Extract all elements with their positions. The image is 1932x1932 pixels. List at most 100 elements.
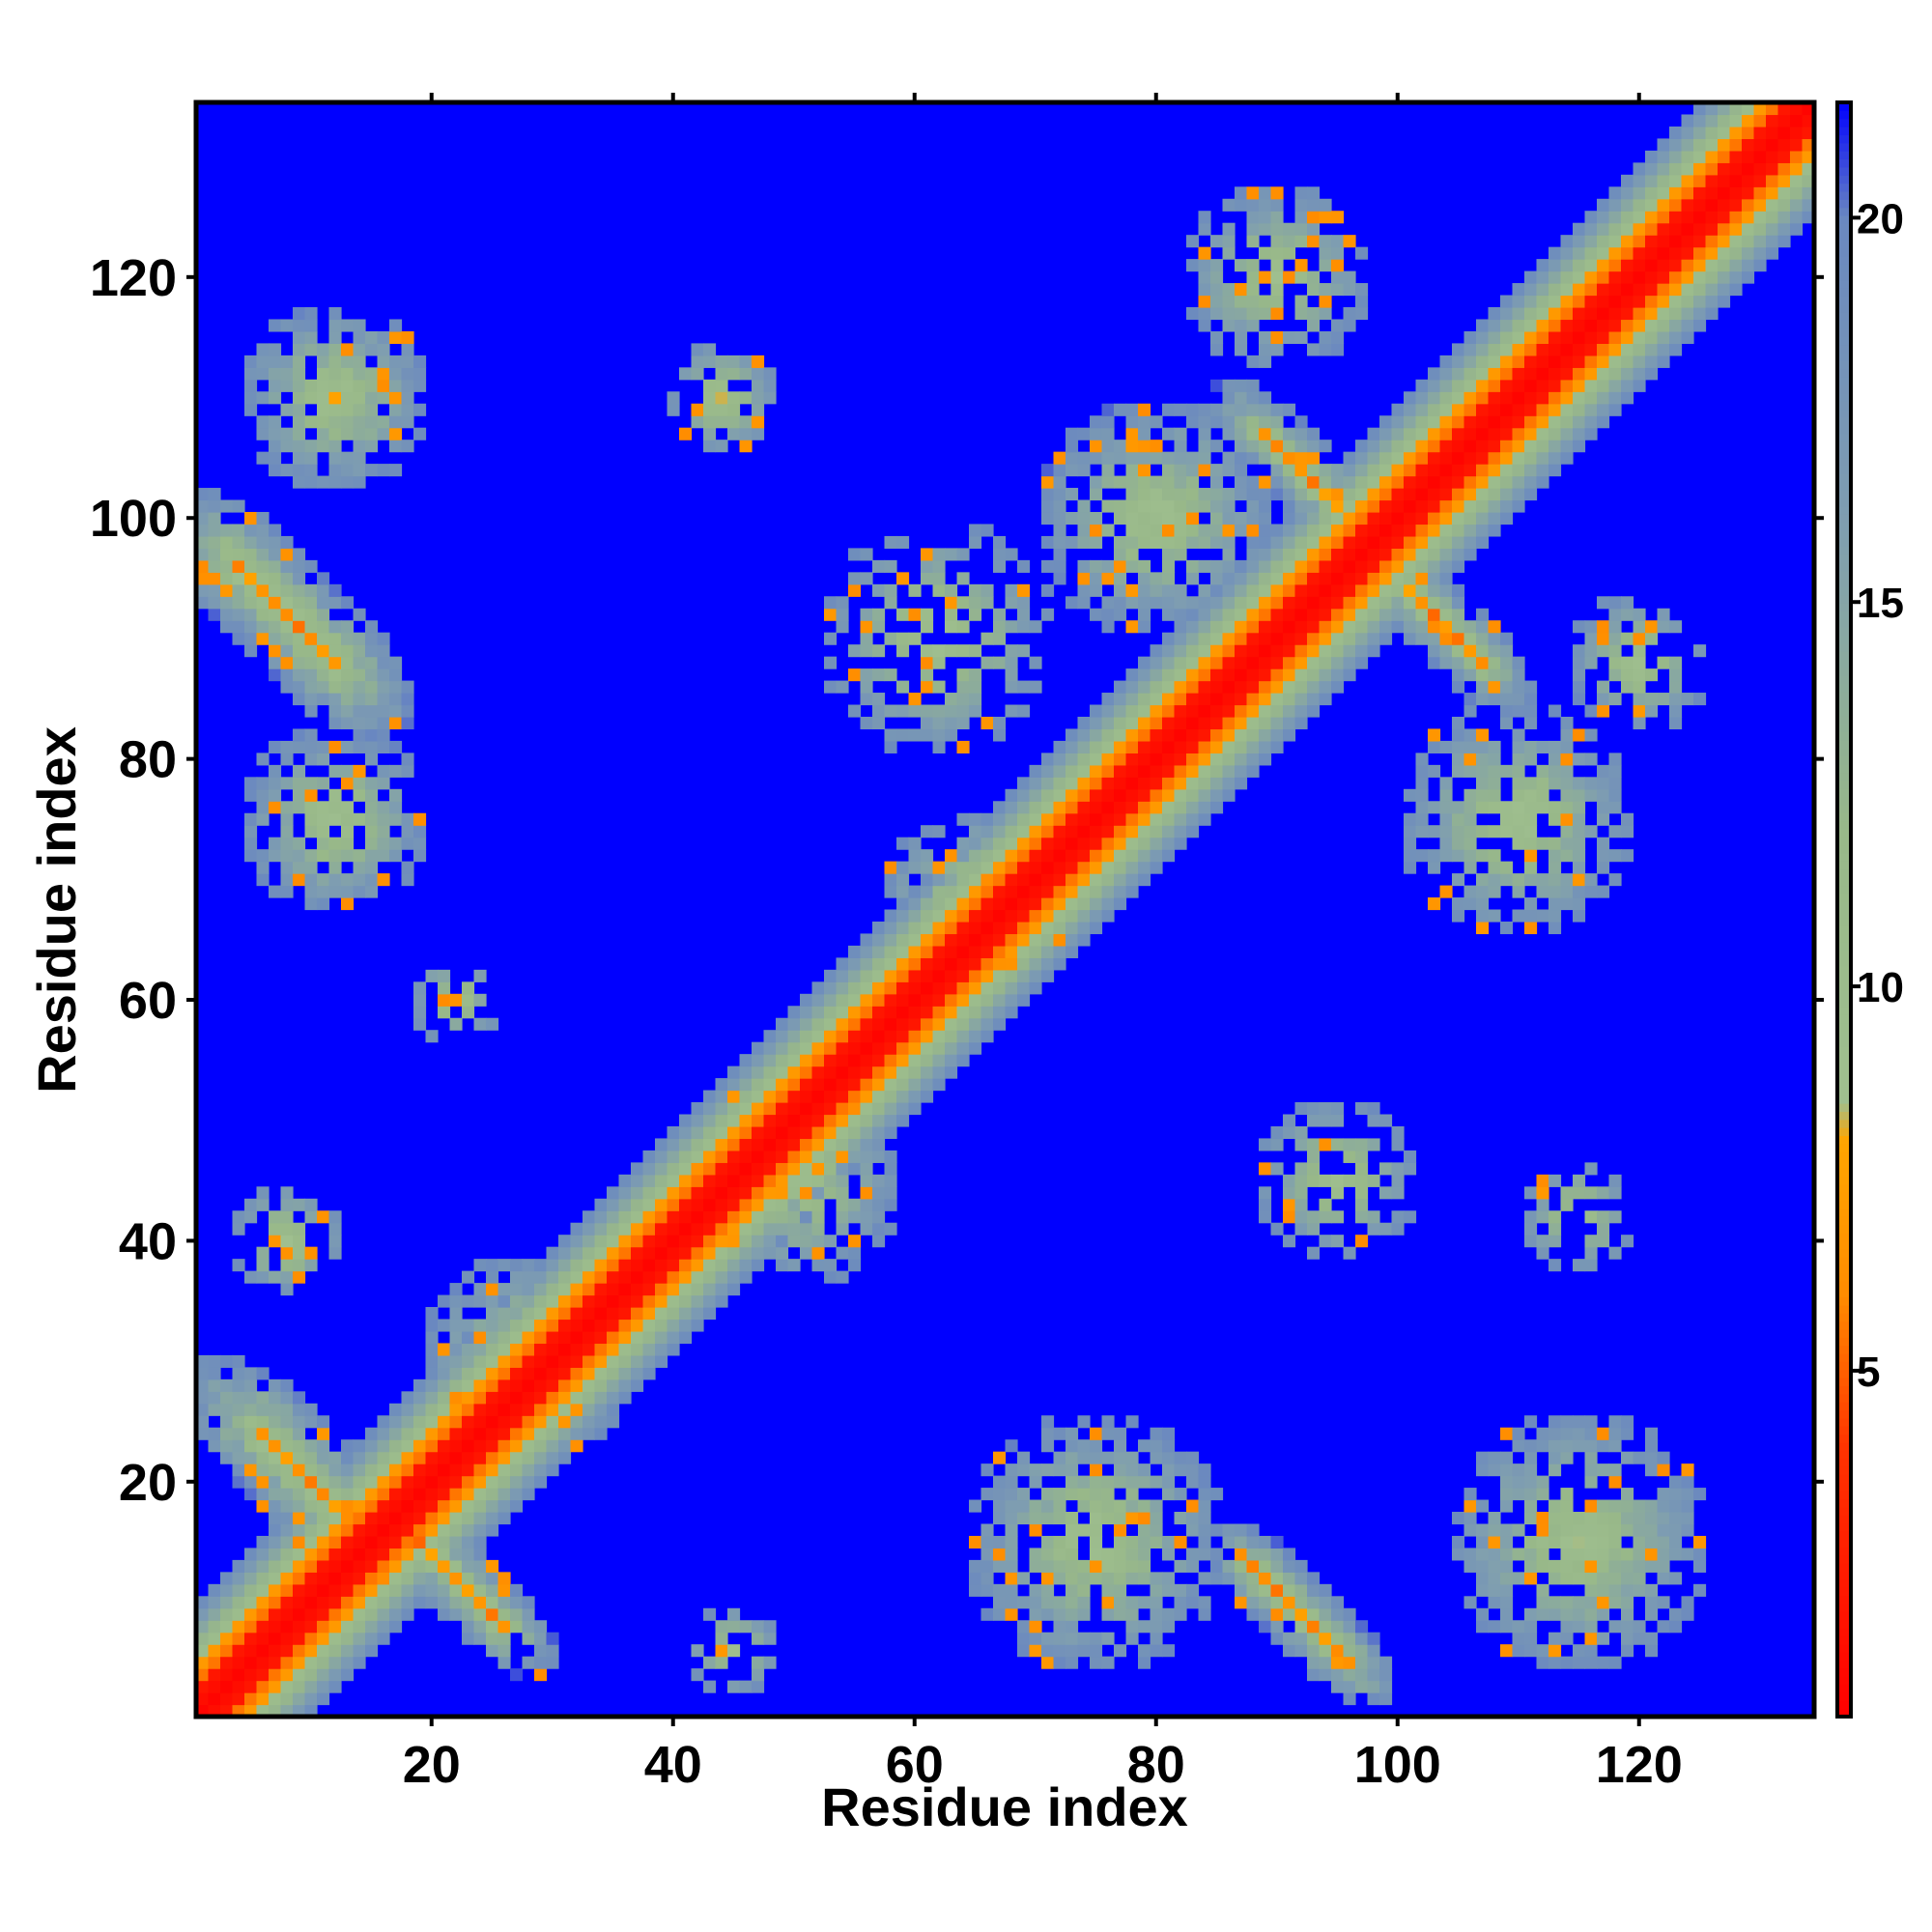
heatmap-cell	[1343, 583, 1356, 597]
heatmap-cell	[510, 1343, 524, 1356]
heatmap-cell	[328, 788, 342, 802]
heatmap-cell	[1524, 440, 1538, 453]
heatmap-cell	[522, 1378, 535, 1392]
heatmap-cell	[1114, 1607, 1127, 1621]
heatmap-cell	[1391, 475, 1405, 489]
colorbar-segment	[1837, 1563, 1851, 1573]
heatmap-cell	[1125, 1620, 1139, 1634]
heatmap-cell	[631, 1307, 644, 1321]
heatmap-cell	[1186, 1583, 1200, 1597]
heatmap-cell	[1584, 1439, 1598, 1453]
heatmap-cell	[256, 777, 270, 790]
colorbar-segment	[1837, 1691, 1851, 1701]
heatmap-cell	[607, 1403, 620, 1416]
heatmap-cell	[497, 1378, 511, 1392]
heatmap-cell	[304, 1596, 318, 1609]
heatmap-cell	[703, 440, 717, 453]
heatmap-cell	[1621, 1451, 1634, 1464]
heatmap-cell	[244, 1378, 258, 1392]
heatmap-cell	[1560, 764, 1574, 778]
heatmap-cell	[1355, 535, 1369, 549]
heatmap-cell	[594, 1330, 608, 1345]
heatmap-cell	[1379, 1114, 1393, 1127]
heatmap-cell	[1307, 548, 1321, 561]
heatmap-cell	[1404, 837, 1417, 850]
heatmap-cell	[1198, 1463, 1211, 1477]
heatmap-cell	[486, 1583, 499, 1597]
heatmap-cell	[1379, 415, 1393, 429]
heatmap-cell	[1150, 1439, 1163, 1453]
heatmap-cell	[1536, 451, 1549, 465]
heatmap-cell	[1560, 1572, 1574, 1585]
heatmap-cell	[1439, 644, 1453, 658]
heatmap-cell	[413, 427, 427, 440]
heatmap-cell	[328, 306, 342, 321]
heatmap-cell	[462, 1463, 475, 1477]
heatmap-cell	[1222, 488, 1236, 501]
heatmap-cell	[1270, 1572, 1284, 1585]
heatmap-cell	[1524, 837, 1538, 850]
heatmap-cell	[1766, 174, 1779, 187]
heatmap-cell	[1017, 596, 1031, 610]
heatmap-cell	[715, 1222, 728, 1236]
heatmap-cell	[438, 969, 451, 982]
heatmap-cell	[1029, 921, 1042, 935]
heatmap-cell	[546, 1330, 559, 1345]
heatmap-cell	[1041, 861, 1055, 874]
heatmap-cell	[510, 1319, 524, 1332]
heatmap-cell	[1524, 897, 1538, 911]
heatmap-cell	[932, 740, 946, 753]
heatmap-cell	[1210, 693, 1224, 706]
heatmap-cell	[1379, 608, 1393, 621]
heatmap-cell	[534, 1343, 548, 1356]
heatmap-cell	[1404, 524, 1417, 537]
heatmap-cell	[1645, 235, 1659, 248]
heatmap-cell	[1428, 451, 1441, 465]
heatmap-cell	[1077, 777, 1091, 790]
heatmap-cell	[655, 1162, 668, 1176]
heatmap-cell	[1669, 270, 1683, 284]
heatmap-cell	[1428, 440, 1441, 453]
heatmap-cell	[1718, 295, 1731, 308]
heatmap-cell	[317, 825, 330, 838]
heatmap-cell	[1584, 1210, 1598, 1224]
heatmap-cell	[642, 1174, 656, 1187]
heatmap-cell	[1608, 1512, 1622, 1525]
heatmap-cell	[280, 825, 294, 838]
heatmap-cell	[1597, 1548, 1610, 1561]
heatmap-cell	[1355, 548, 1369, 561]
heatmap-cell	[1210, 801, 1224, 814]
heatmap-cell	[836, 957, 849, 971]
heatmap-cell	[1294, 1162, 1308, 1176]
heatmap-cell	[896, 873, 910, 887]
heatmap-cell	[293, 1270, 306, 1284]
heatmap-cell	[1235, 632, 1248, 645]
heatmap-cell	[1235, 488, 1248, 501]
heatmap-cell	[1500, 873, 1514, 887]
heatmap-cell	[1162, 693, 1176, 706]
heatmap-cell	[317, 1463, 330, 1477]
heatmap-cell	[1573, 1572, 1586, 1585]
heatmap-cell	[1174, 1583, 1187, 1597]
heatmap-cell	[1294, 1102, 1308, 1116]
heatmap-cell	[1608, 1475, 1622, 1489]
heatmap-cell	[1222, 222, 1236, 236]
heatmap-cell	[1463, 1499, 1477, 1513]
heatmap-cell	[872, 1041, 886, 1055]
heatmap-cell	[824, 1235, 838, 1248]
heatmap-cell	[1307, 235, 1321, 248]
heatmap-cell	[1404, 427, 1417, 440]
heatmap-cell	[280, 1378, 294, 1392]
heatmap-cell	[256, 1475, 270, 1489]
heatmap-cell	[280, 1475, 294, 1489]
heatmap-cell	[1077, 921, 1091, 935]
heatmap-cell	[896, 981, 910, 995]
heatmap-cell	[341, 873, 355, 887]
heatmap-cell	[365, 1499, 379, 1513]
heatmap-cell	[1645, 668, 1659, 682]
heatmap-cell	[1669, 1488, 1683, 1501]
heatmap-cell	[1379, 440, 1393, 453]
heatmap-cell	[365, 1583, 379, 1597]
heatmap-cell	[860, 1162, 873, 1176]
